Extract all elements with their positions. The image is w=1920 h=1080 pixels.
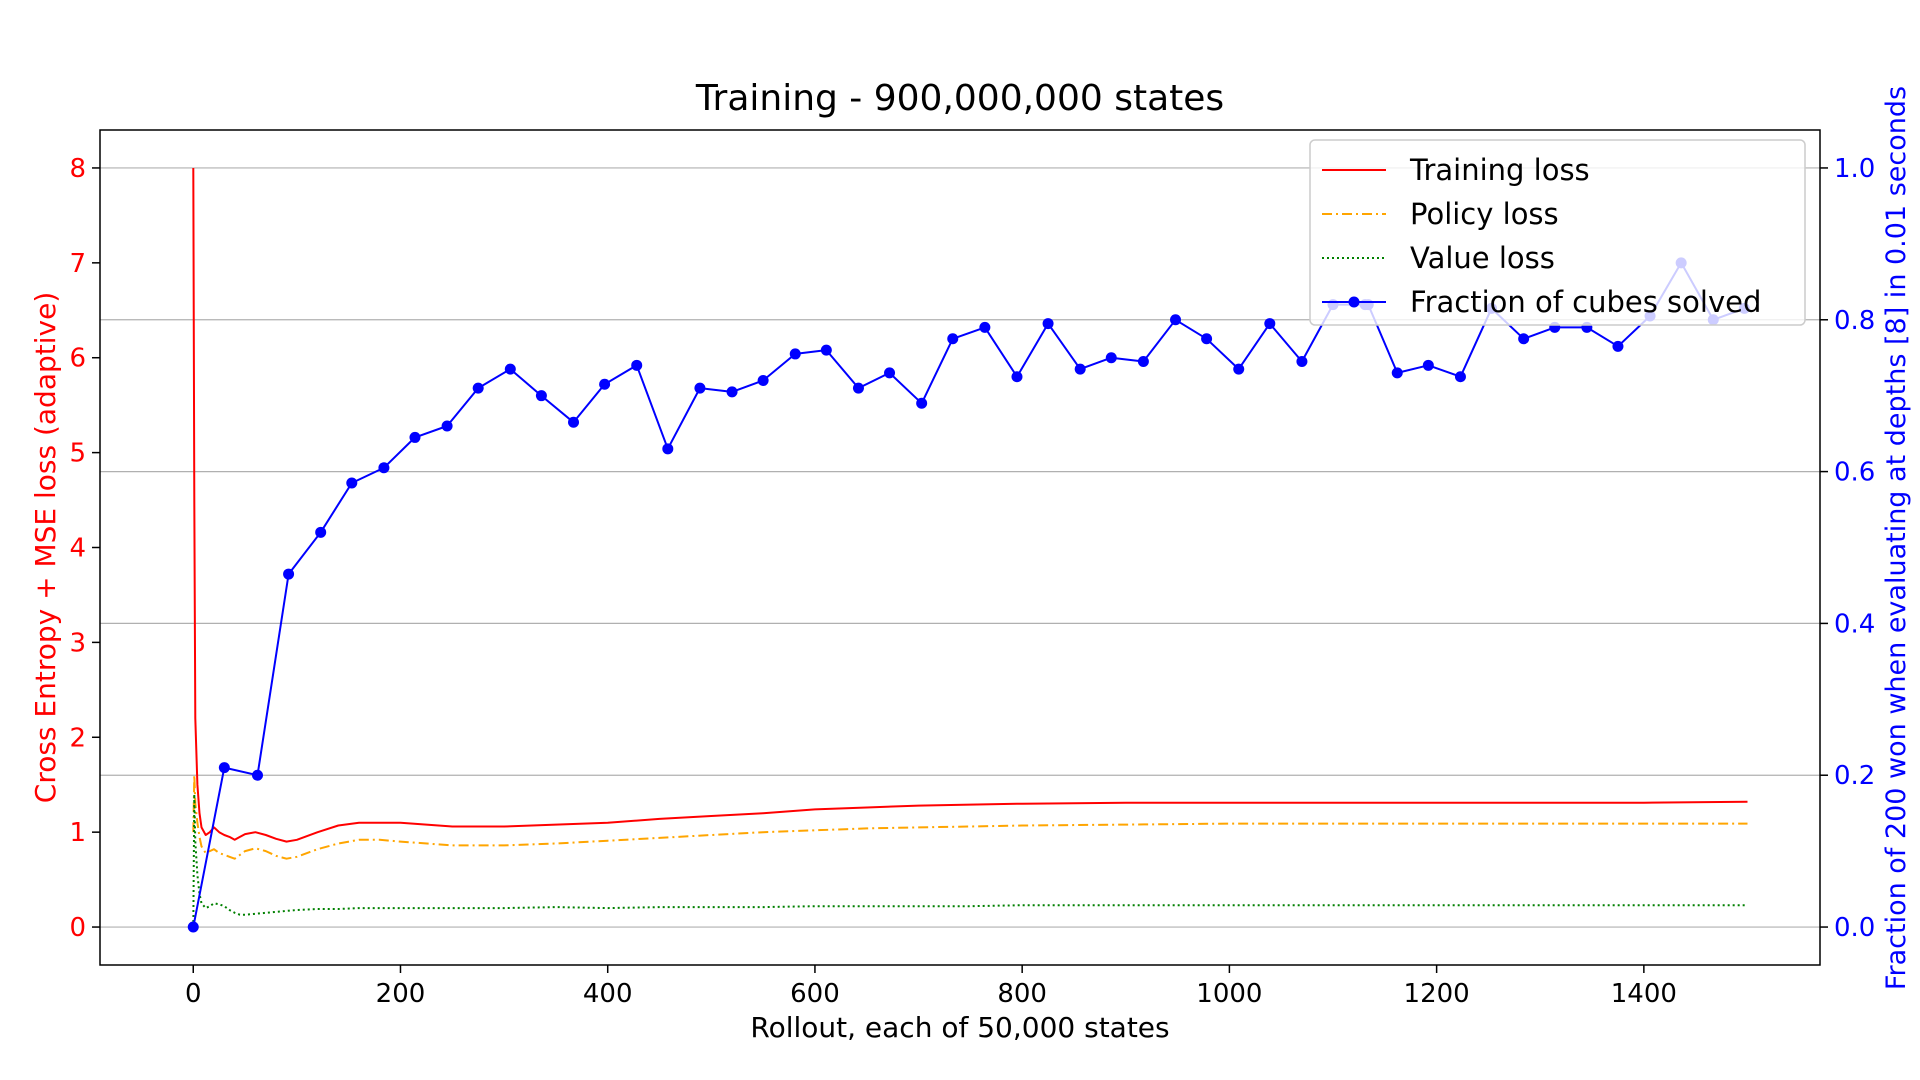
y-left-tick-label: 4 xyxy=(69,534,86,564)
x-tick-label: 600 xyxy=(790,979,840,1009)
data-point-fraction xyxy=(1422,359,1434,371)
x-tick-label: 200 xyxy=(376,979,426,1009)
data-point-fraction xyxy=(1296,356,1308,368)
series-line-value xyxy=(192,793,1748,928)
data-point-fraction xyxy=(346,477,358,489)
y-left-tick-label: 2 xyxy=(69,723,86,753)
y-axis-left: 0 1 2 3 4 5 6 7 8 xyxy=(69,154,100,943)
legend-entry-policy: Policy loss xyxy=(1322,197,1559,231)
data-point-fraction xyxy=(568,416,580,428)
legend-label-training: Training loss xyxy=(1409,153,1590,187)
legend-marker-fraction xyxy=(1348,296,1360,308)
data-point-fraction xyxy=(441,420,453,432)
series-policy xyxy=(192,774,1748,860)
x-tick-label: 1400 xyxy=(1611,979,1677,1009)
series-line-fraction xyxy=(192,261,1745,928)
y-axis-right-title: Fraction of 200 won when evaluating at d… xyxy=(1881,86,1912,990)
data-point-fraction xyxy=(789,348,801,360)
legend-label-value: Value loss xyxy=(1410,241,1555,275)
y-left-tick-label: 0 xyxy=(69,913,86,943)
y-right-tick-label: 0.0 xyxy=(1834,913,1875,943)
legend: Training loss Policy loss Value loss Fra… xyxy=(1309,139,1806,326)
y-left-tick-label: 5 xyxy=(69,439,86,469)
data-point-fraction xyxy=(852,382,864,394)
data-point-fraction xyxy=(1170,314,1182,326)
data-point-fraction xyxy=(1011,371,1023,383)
data-point-fraction xyxy=(1137,356,1149,368)
y-right-tick-label: 0.2 xyxy=(1834,761,1875,791)
y-left-tick-label: 8 xyxy=(69,154,86,184)
data-point-fraction xyxy=(694,382,706,394)
data-point-fraction xyxy=(1264,318,1276,330)
data-point-fraction xyxy=(1233,363,1245,375)
data-point-fraction xyxy=(1105,352,1117,364)
x-tick-label: 1000 xyxy=(1196,979,1262,1009)
data-point-fraction xyxy=(1201,333,1213,345)
y-right-tick-label: 0.8 xyxy=(1834,306,1875,336)
legend-entry-value: Value loss xyxy=(1322,241,1555,275)
data-point-fraction xyxy=(947,333,959,345)
x-axis: 0 200 400 600 800 1000 1200 1400 xyxy=(185,965,1677,1009)
data-point-fraction xyxy=(1042,318,1054,330)
data-point-fraction xyxy=(979,321,991,333)
legend-entry-fraction: Fraction of cubes solved xyxy=(1322,285,1761,319)
series-training xyxy=(192,167,1748,843)
data-point-fraction xyxy=(631,359,643,371)
legend-box xyxy=(1309,139,1806,326)
x-tick-label: 0 xyxy=(185,979,202,1009)
data-point-fraction xyxy=(662,443,674,455)
data-point-fraction xyxy=(535,390,547,402)
y-left-tick-label: 1 xyxy=(69,818,86,848)
data-point-fraction xyxy=(820,344,832,356)
series-line-policy xyxy=(192,774,1748,860)
data-point-fraction xyxy=(409,431,421,443)
data-point-fraction xyxy=(1454,371,1466,383)
data-point-fraction xyxy=(916,397,928,409)
x-tick-label: 1200 xyxy=(1404,979,1470,1009)
y-left-tick-label: 3 xyxy=(69,628,86,658)
chart-title: Training - 900,000,000 states xyxy=(695,78,1224,119)
y-left-tick-label: 7 xyxy=(69,249,86,279)
y-right-tick-label: 1.0 xyxy=(1834,154,1875,184)
data-point-fraction xyxy=(378,462,390,474)
data-point-fraction xyxy=(1518,333,1530,345)
data-point-fraction xyxy=(1391,367,1403,379)
data-point-fraction xyxy=(726,386,738,398)
x-tick-label: 800 xyxy=(997,979,1047,1009)
data-point-fraction xyxy=(504,363,516,375)
x-tick-label: 400 xyxy=(583,979,633,1009)
series-value xyxy=(192,793,1748,928)
legend-label-policy: Policy loss xyxy=(1410,197,1559,231)
series-line-training xyxy=(192,167,1748,843)
data-point-fraction xyxy=(757,375,769,386)
data-point-fraction xyxy=(218,762,230,774)
y-axis-right: 0.0 0.2 0.4 0.6 0.8 1.0 xyxy=(1820,154,1875,943)
data-point-fraction xyxy=(1074,363,1086,375)
series-fraction xyxy=(187,257,1750,933)
y-right-tick-label: 0.4 xyxy=(1834,609,1875,639)
data-point-fraction xyxy=(884,367,896,379)
data-point-fraction xyxy=(187,921,199,933)
data-point-fraction xyxy=(1612,340,1624,352)
y-left-tick-label: 6 xyxy=(69,344,86,374)
y-axis-left-title: Cross Entropy + MSE loss (adaptive) xyxy=(29,292,62,803)
legend-entry-training: Training loss xyxy=(1322,153,1590,187)
legend-label-fraction: Fraction of cubes solved xyxy=(1410,285,1761,319)
data-point-fraction xyxy=(472,382,484,394)
data-point-fraction xyxy=(251,769,263,781)
x-axis-title: Rollout, each of 50,000 states xyxy=(750,1011,1169,1044)
data-point-fraction xyxy=(599,378,611,390)
data-point-fraction xyxy=(315,526,327,538)
y-right-tick-label: 0.6 xyxy=(1834,458,1875,488)
data-point-fraction xyxy=(283,568,295,580)
